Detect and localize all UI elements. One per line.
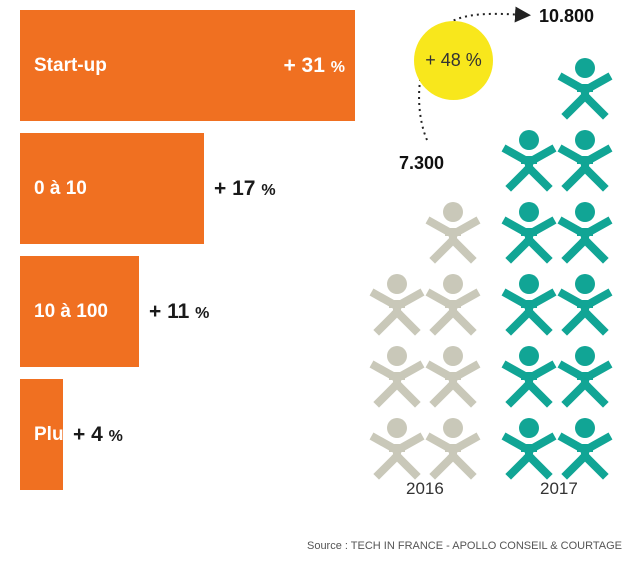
bar-value-number: + 31 <box>283 53 325 77</box>
person-icon <box>425 202 481 264</box>
bar-value: + 11 % <box>149 300 209 324</box>
person-icon <box>425 346 481 408</box>
person-icon <box>501 274 557 336</box>
person-icon <box>557 130 613 192</box>
person-icon <box>425 274 481 336</box>
person-icon <box>557 346 613 408</box>
bar-0: Start-up + 31 % <box>20 10 355 121</box>
bar-value-number: + 4 <box>73 422 103 446</box>
person-icon <box>557 58 613 120</box>
person-icon <box>557 202 613 264</box>
bar-label: 10 à 100 <box>34 300 108 322</box>
person-icon <box>557 274 613 336</box>
person-icon <box>501 130 557 192</box>
bar-label: 0 à 10 <box>34 177 87 199</box>
bar-value: + 31 % <box>283 54 345 78</box>
source-note: Source : TECH IN FRANCE - APOLLO CONSEIL… <box>306 540 622 552</box>
bar-value: + 17 % <box>214 177 276 201</box>
person-icon <box>369 274 425 336</box>
person-icon <box>369 418 425 480</box>
icons-2017 <box>501 58 613 480</box>
bar-3: Plus de 100 + 4 % <box>20 379 139 490</box>
year-2016: 2016 <box>406 479 444 498</box>
bar-value-unit: % <box>108 427 123 445</box>
person-icon <box>369 346 425 408</box>
count-2016: 7.300 <box>399 153 445 173</box>
person-icon <box>425 418 481 480</box>
bar-1: 0 à 10 + 17 % <box>20 133 276 244</box>
bar-value-number: + 11 <box>149 299 190 323</box>
growth-label: + 48 % <box>425 50 482 70</box>
count-2017: 10.800 <box>539 6 595 26</box>
person-icon <box>501 202 557 264</box>
bar-label: Start-up <box>34 54 107 76</box>
bar-value-unit: % <box>195 304 210 322</box>
person-icon <box>557 418 613 480</box>
person-icon <box>501 346 557 408</box>
growth-arrow <box>418 6 531 141</box>
growth-badge: + 48 % <box>414 21 493 100</box>
bar-2: 10 à 100 + 11 % <box>20 256 209 367</box>
bar-value-number: + 17 <box>214 176 256 200</box>
bar-value-unit: % <box>330 58 345 76</box>
bar-value: + 4 % <box>73 423 123 447</box>
icons-2016 <box>369 202 481 480</box>
bar-value-unit: % <box>261 181 276 199</box>
bar-label: Plus de 100 <box>34 423 139 445</box>
person-icon <box>501 418 557 480</box>
year-2017: 2017 <box>540 479 578 498</box>
